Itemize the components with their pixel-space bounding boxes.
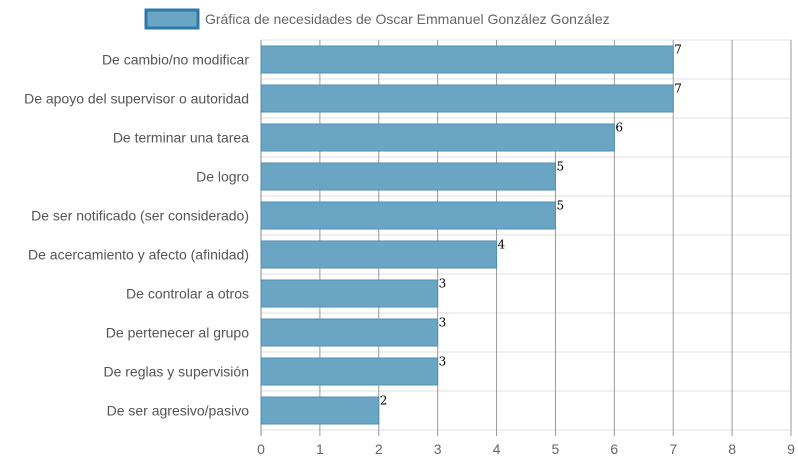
data-label: 6 xyxy=(615,121,623,135)
x-axis-ticks: 0 1 2 3 4 5 6 7 8 9 xyxy=(257,441,795,457)
bar[interactable] xyxy=(260,45,674,74)
bar[interactable] xyxy=(260,240,498,269)
data-label: 5 xyxy=(556,160,564,174)
data-label: 3 xyxy=(439,277,447,291)
data-label: 7 xyxy=(674,82,682,96)
bar[interactable] xyxy=(260,201,556,230)
data-label: 3 xyxy=(439,355,447,369)
x-tick-label: 7 xyxy=(669,441,677,457)
category-label: De controlar a otros xyxy=(126,286,249,302)
x-tick-label: 2 xyxy=(375,441,383,457)
x-tick-label: 9 xyxy=(787,441,795,457)
category-label: De ser agresivo/pasivo xyxy=(107,403,250,419)
data-label: 7 xyxy=(674,43,682,57)
category-label: De pertenecer al grupo xyxy=(106,325,249,341)
data-label: 2 xyxy=(380,394,388,408)
x-tick-label: 5 xyxy=(552,441,560,457)
bar[interactable] xyxy=(260,123,615,152)
legend-swatch[interactable] xyxy=(144,8,200,30)
bar[interactable] xyxy=(260,357,439,386)
category-label: De reglas y supervisión xyxy=(103,364,249,380)
x-tick-label: 3 xyxy=(434,441,442,457)
legend[interactable]: Gráfica de necesidades de Oscar Emmanuel… xyxy=(144,8,610,30)
category-label: De logro xyxy=(196,169,249,185)
category-label: De terminar una tarea xyxy=(113,130,249,146)
legend-label[interactable]: Gráfica de necesidades de Oscar Emmanuel… xyxy=(205,11,610,27)
bar[interactable] xyxy=(260,84,674,113)
bar[interactable] xyxy=(260,318,439,347)
x-tick-label: 4 xyxy=(493,441,501,457)
category-labels: De cambio/no modificar De apoyo del super… xyxy=(24,52,249,419)
bar[interactable] xyxy=(260,396,380,425)
data-label: 3 xyxy=(439,316,447,330)
x-tick-label: 8 xyxy=(728,441,736,457)
category-label: De ser notificado (ser considerado) xyxy=(31,208,249,224)
data-label: 4 xyxy=(498,238,506,252)
x-tick-label: 1 xyxy=(316,441,324,457)
data-label: 5 xyxy=(556,199,564,213)
x-tick-label: 6 xyxy=(610,441,618,457)
data-labels: 7 7 6 5 5 4 3 3 3 2 xyxy=(380,43,682,408)
x-tick-label: 0 xyxy=(257,441,265,457)
category-label: De apoyo del supervisor o autoridad xyxy=(24,91,249,107)
bar[interactable] xyxy=(260,162,556,191)
bars xyxy=(260,45,674,425)
bar[interactable] xyxy=(260,279,439,308)
category-label: De cambio/no modificar xyxy=(102,52,249,68)
category-label: De acercamiento y afecto (afinidad) xyxy=(28,247,249,263)
